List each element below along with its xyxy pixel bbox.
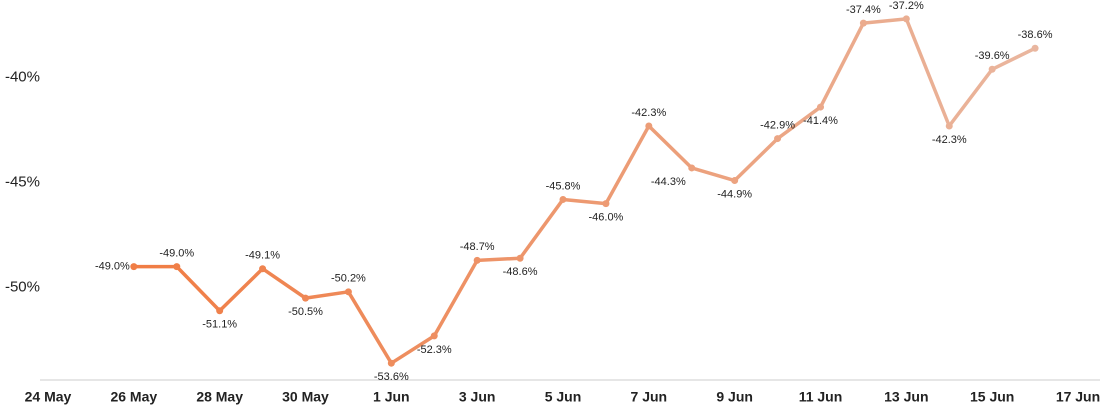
- point: [516, 254, 524, 262]
- x-tick-label: 24 May: [25, 389, 72, 405]
- value-label: -49.0%: [95, 261, 130, 273]
- point: [688, 164, 696, 172]
- value-label: -44.3%: [651, 176, 686, 188]
- value-label: -49.0%: [159, 248, 194, 260]
- value-label: -50.2%: [331, 273, 366, 285]
- x-tick-label: 26 May: [110, 389, 157, 405]
- value-label: -41.4%: [803, 115, 838, 127]
- point: [302, 294, 309, 302]
- point: [559, 195, 567, 203]
- y-tick-label: -40%: [5, 69, 40, 86]
- x-tick-label: 28 May: [196, 389, 243, 405]
- point: [344, 288, 352, 296]
- point: [473, 256, 481, 264]
- value-label: -46.0%: [588, 212, 623, 224]
- point: [430, 332, 438, 340]
- point: [902, 15, 910, 23]
- point: [774, 135, 782, 143]
- point: [387, 359, 395, 367]
- point: [1031, 44, 1039, 52]
- point: [731, 177, 739, 185]
- value-label: -48.7%: [460, 241, 495, 253]
- y-tick-label: -45%: [5, 174, 40, 191]
- value-label: -38.6%: [1018, 29, 1053, 41]
- x-tick-label: 15 Jun: [970, 389, 1014, 405]
- point: [645, 122, 653, 130]
- value-label: -51.1%: [202, 319, 237, 331]
- value-label: -45.8%: [546, 180, 581, 192]
- y-tick-label: -50%: [5, 279, 40, 296]
- point: [130, 263, 138, 271]
- x-tick-label: 13 Jun: [884, 389, 928, 405]
- value-label: -39.6%: [975, 50, 1010, 62]
- point: [988, 65, 996, 73]
- point: [602, 200, 610, 208]
- x-tick-label: 5 Jun: [545, 389, 582, 405]
- value-label: -37.2%: [889, 0, 924, 12]
- point: [173, 263, 181, 271]
- value-label: -50.5%: [288, 306, 323, 318]
- x-tick-label: 3 Jun: [459, 389, 496, 405]
- x-tick-label: 7 Jun: [631, 389, 668, 405]
- value-label: -48.6%: [503, 266, 538, 278]
- point: [259, 265, 267, 273]
- value-label: -37.4%: [846, 4, 881, 16]
- value-label: -53.6%: [374, 371, 409, 383]
- value-label: -44.9%: [717, 188, 752, 200]
- x-tick-label: 30 May: [282, 389, 329, 405]
- value-label: -52.3%: [417, 344, 452, 356]
- value-label: -42.9%: [760, 119, 795, 131]
- value-label: -42.3%: [932, 134, 967, 146]
- x-tick-label: 9 Jun: [716, 389, 753, 405]
- x-tick-label: 17 Jun: [1056, 389, 1100, 405]
- point: [859, 19, 867, 27]
- x-tick-label: 11 Jun: [799, 389, 843, 405]
- value-label: -49.1%: [245, 250, 280, 262]
- x-tick-label: 1 Jun: [373, 389, 410, 405]
- point: [945, 122, 953, 130]
- line: [133, 17, 1036, 365]
- point: [216, 307, 224, 315]
- value-label: -42.3%: [631, 107, 666, 119]
- point: [817, 103, 824, 111]
